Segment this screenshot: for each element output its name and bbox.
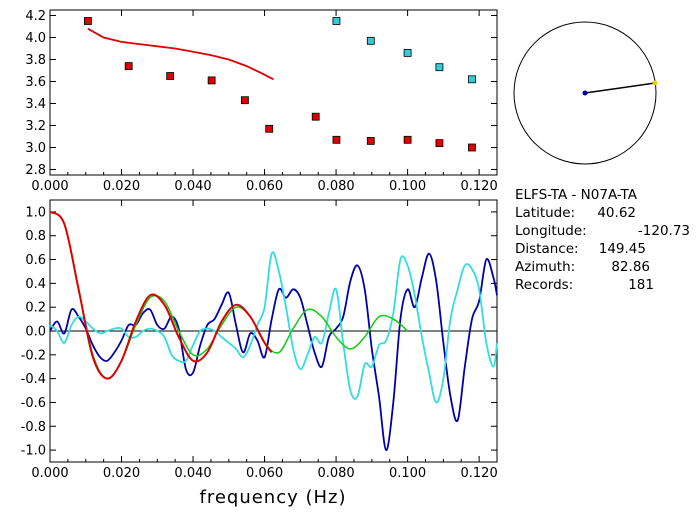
correlation-y-tick-label: 0.4: [25, 277, 46, 292]
dispersion-y-tick-label: 4.0: [25, 31, 46, 46]
correlation-chart: 0.000 0.020 0.040 0.060 0.080 0.100 0.120 1.00…: [21, 199, 498, 508]
correlation-y-tick-label: -0.8: [21, 420, 46, 435]
dispersion-y-tick-label: 3.0: [25, 141, 46, 156]
dispersion-y-tick-label: 3.8: [25, 53, 46, 68]
dispersion-plot-frame: [49, 9, 498, 176]
azimuth-value: 82.86: [611, 259, 650, 275]
dispersion-marks: [84, 17, 476, 152]
dispersion-chart: 0.000 0.020 0.040 0.060 0.080 0.100 0.120 2.8 3…: [25, 9, 497, 194]
dispersion-x-tick-label: 0.020: [103, 179, 140, 194]
latitude-value: 40.62: [597, 205, 636, 221]
latitude-label: Latitude:: [515, 205, 575, 221]
dispersion-y-tick-label: 3.6: [25, 75, 46, 90]
correlation-x-tick-label: 0.020: [103, 466, 140, 481]
correlation-y-tick-label: 1.0: [25, 205, 46, 220]
red-data-point: [366, 136, 375, 145]
dispersion-y-tick-label: 3.4: [25, 97, 46, 112]
correlation-y-tick-label: 0.0: [25, 325, 46, 340]
dispersion-x-tick-label: 0.000: [31, 179, 68, 194]
correlation-y-tick-label: -0.4: [21, 372, 46, 387]
green-model-line: [49, 211, 409, 380]
dispersion-x-ticks: 0.000 0.020 0.040 0.060 0.080 0.100 0.120: [31, 10, 498, 194]
distance-value: 149.45: [599, 241, 646, 257]
cyan-data-point: [366, 36, 375, 45]
correlation-y-tick-label: 0.6: [25, 253, 46, 268]
station-info-panel: ELFS-TA - N07A-TA Latitude: 40.62 Longit…: [515, 187, 690, 293]
dispersion-y-tick-label: 3.2: [25, 119, 46, 134]
correlation-x-tick-label: 0.060: [246, 466, 283, 481]
records-label: Records:: [515, 277, 573, 293]
x-axis-label: frequency (Hz): [199, 487, 346, 508]
cyan-correlation-line: [49, 251, 498, 404]
correlation-x-tick-label: 0.100: [389, 466, 426, 481]
longitude-value: -120.73: [638, 223, 690, 239]
correlation-x-tick-label: 0.000: [31, 466, 68, 481]
source-station-marker: [582, 90, 588, 96]
red-data-point: [207, 76, 216, 85]
correlation-y-tick-label: -1.0: [21, 444, 46, 459]
red-data-point: [166, 72, 175, 80]
correlation-y-tick-label: -0.6: [21, 396, 46, 411]
correlation-x-tick-label: 0.040: [174, 466, 211, 481]
red-data-point: [265, 124, 274, 133]
longitude-label: Longitude:: [515, 223, 587, 239]
dispersion-x-tick-label: 0.060: [246, 179, 283, 194]
correlation-series: [49, 211, 498, 452]
receiver-station-marker: [652, 80, 658, 86]
records-value: 181: [628, 277, 654, 293]
cyan-data-point: [468, 75, 476, 84]
station-pair-title: ELFS-TA - N07A-TA: [515, 187, 638, 203]
distance-label: Distance:: [515, 241, 579, 257]
cyan-data-point: [332, 17, 341, 25]
azimuth-label: Azimuth:: [515, 259, 575, 275]
great-circle-path: [584, 82, 656, 94]
cyan-data-point: [403, 49, 412, 57]
model-dispersion-curve: [87, 27, 274, 81]
dispersion-y-tick-label: 4.2: [25, 9, 46, 24]
correlation-x-ticks: 0.000 0.020 0.040 0.060 0.080 0.100 0.120: [31, 200, 498, 481]
correlation-x-tick-label: 0.120: [461, 466, 498, 481]
red-data-point: [311, 112, 320, 121]
dispersion-y-ticks: 2.8 3.0 3.2 3.4 3.6 3.8 4.0 4.2: [25, 9, 497, 178]
correlation-x-tick-label: 0.080: [317, 466, 354, 481]
map-boundary-circle: [513, 21, 657, 165]
correlation-y-tick-label: -0.2: [21, 348, 46, 363]
red-data-point: [332, 135, 341, 144]
dispersion-x-tick-label: 0.080: [317, 179, 354, 194]
dispersion-x-tick-label: 0.120: [461, 179, 498, 194]
red-data-point: [435, 139, 444, 148]
red-data-point: [124, 62, 133, 70]
correlation-y-tick-label: 0.8: [25, 229, 46, 244]
correlation-y-tick-label: 0.2: [25, 301, 46, 316]
dispersion-x-tick-label: 0.100: [389, 179, 426, 194]
red-model-line: [49, 211, 273, 380]
red-data-point: [84, 17, 92, 25]
station-map: [513, 21, 658, 165]
blue-correlation-line: [49, 252, 498, 452]
correlation-y-ticks: 1.0 0.8 0.6 0.4 0.2 0.0 -0.2 -0.4 -0.6 -0.8 -1.0: [21, 205, 497, 459]
red-data-point: [403, 135, 412, 144]
red-data-point: [468, 143, 476, 152]
red-data-point: [240, 96, 249, 105]
dispersion-y-tick-label: 2.8: [25, 163, 46, 178]
dispersion-x-tick-label: 0.040: [174, 179, 211, 194]
cyan-data-point: [435, 63, 444, 72]
